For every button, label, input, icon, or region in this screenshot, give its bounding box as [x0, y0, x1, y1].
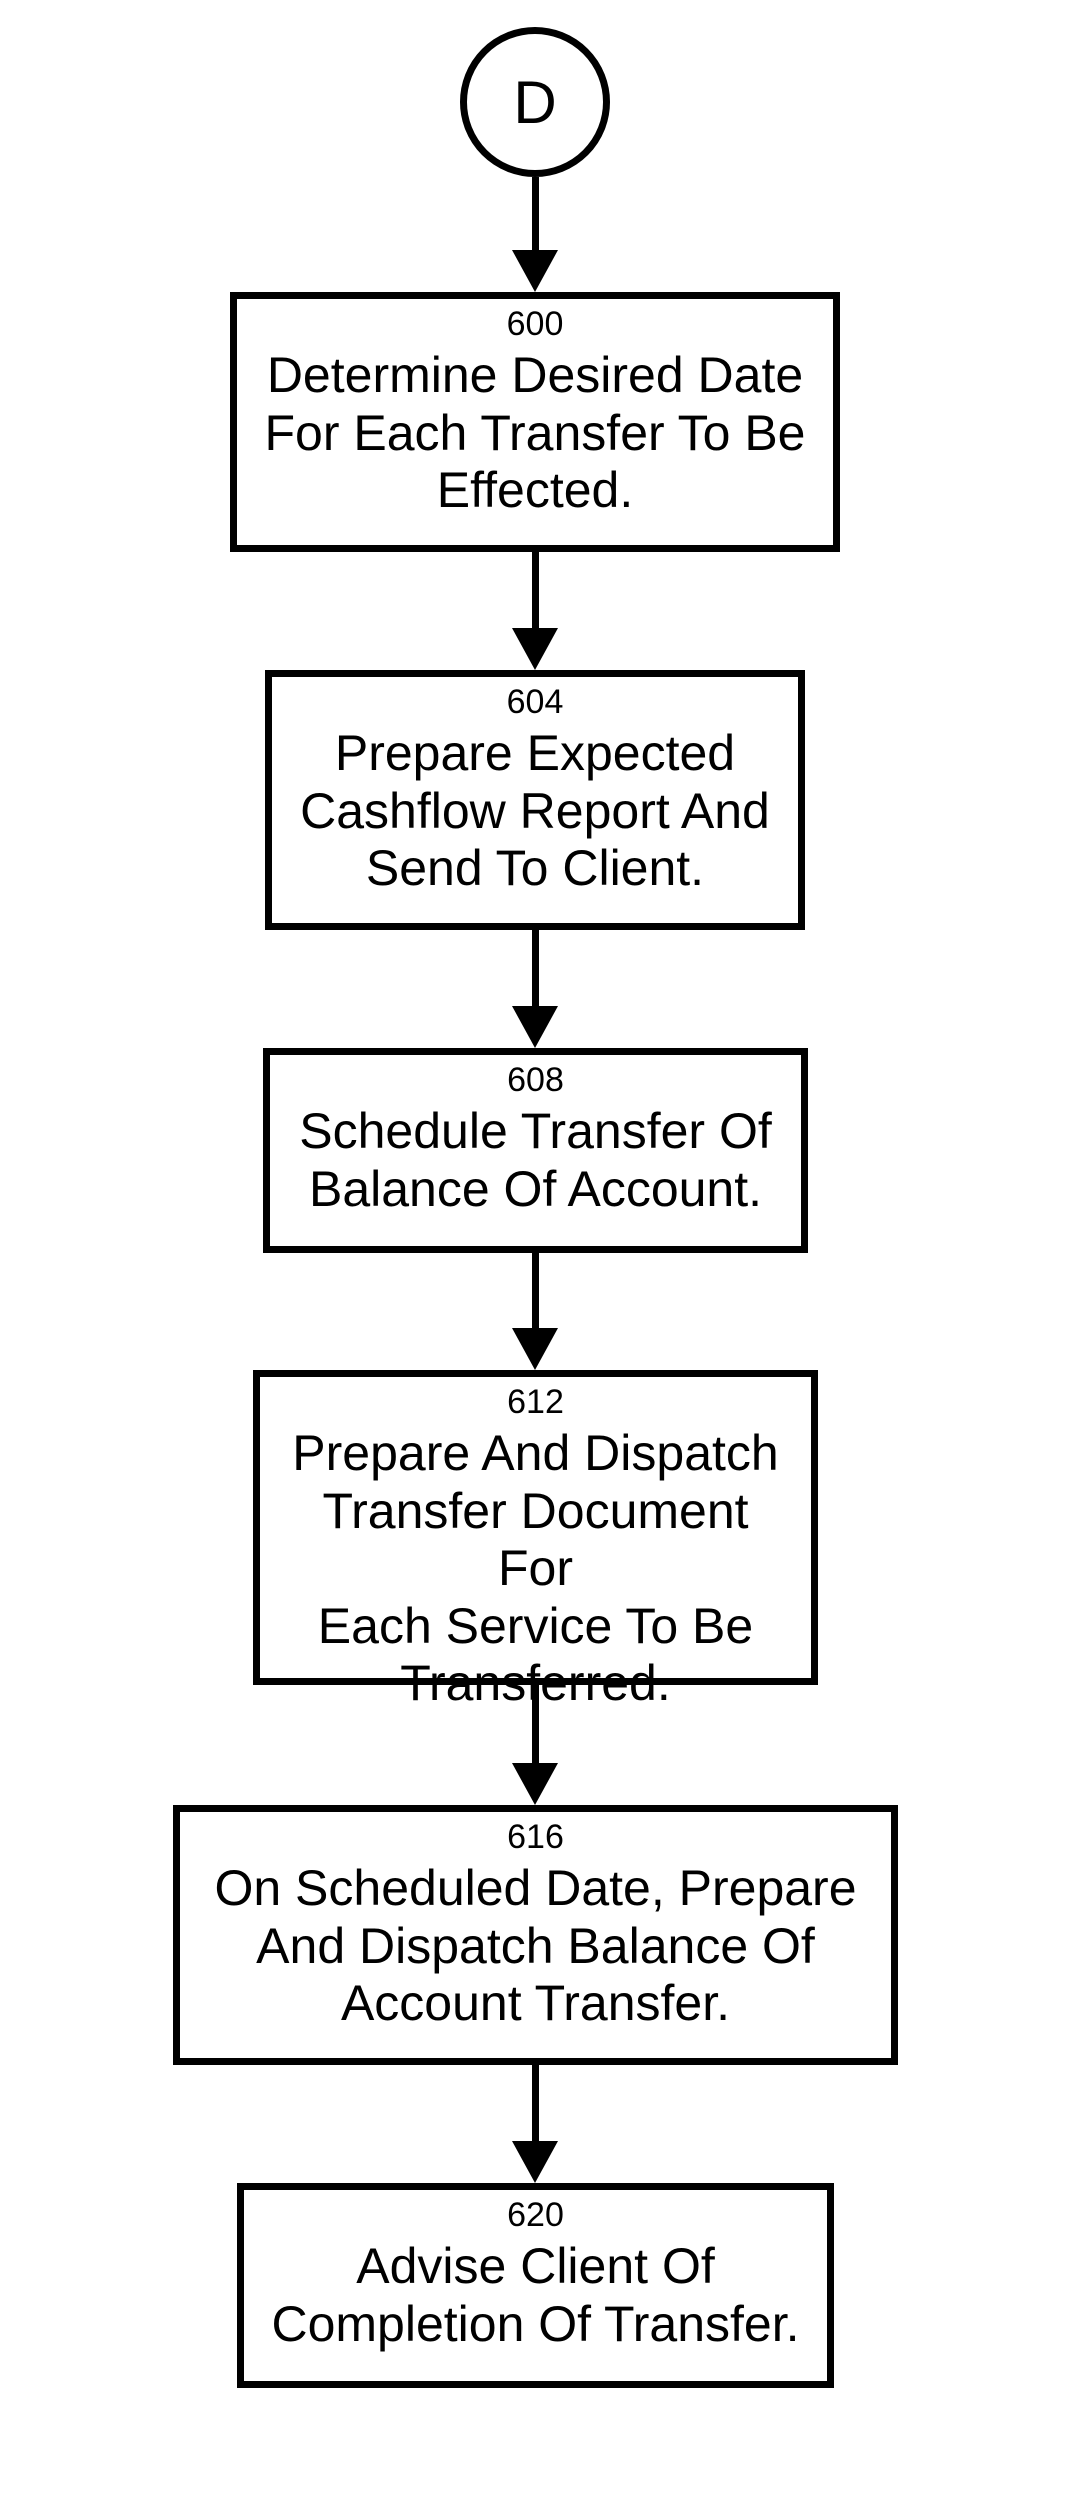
process-box-number: 600: [507, 307, 564, 341]
process-box-text: Prepare And Dispatch Transfer Document F…: [260, 1425, 811, 1713]
process-box-number: 612: [507, 1385, 564, 1419]
process-box-612: 612Prepare And Dispatch Transfer Documen…: [253, 1370, 818, 1685]
process-box-text: Advise Client Of Completion Of Transfer.: [251, 2238, 819, 2353]
process-box-620: 620 Advise Client Of Completion Of Transf…: [237, 2183, 834, 2388]
process-box-text: Determine Desired Date For Each Transfer…: [245, 347, 826, 520]
process-box-616: 616 On Scheduled Date, Prepare And Dispat…: [173, 1805, 898, 2065]
process-box-600: 600 Determine Desired Date For Each Trans…: [230, 292, 840, 552]
process-box-text: On Scheduled Date, Prepare And Dispatch …: [194, 1860, 876, 2033]
arrow-line: [532, 177, 539, 250]
arrow-line: [532, 1253, 539, 1328]
process-box-number: 604: [507, 685, 564, 719]
arrow-line: [532, 930, 539, 1006]
flowchart-canvas: D 600 Determine Desired Date For Each Tra…: [0, 0, 1071, 2516]
process-box-608: 608 Schedule Transfer Of Balance Of Accou…: [263, 1048, 808, 1253]
process-box-number: 620: [507, 2198, 564, 2232]
process-box-604: 604 Prepare Expected Cashflow Report And …: [265, 670, 805, 930]
connector-d-label: D: [513, 68, 556, 137]
process-box-text: Prepare Expected Cashflow Report And Sen…: [280, 725, 790, 898]
process-box-text: Schedule Transfer Of Balance Of Account.: [279, 1103, 791, 1218]
arrow-head-icon: [512, 2141, 558, 2183]
arrow-head-icon: [512, 1763, 558, 1805]
arrow-head-icon: [512, 1006, 558, 1048]
process-box-number: 616: [507, 1820, 564, 1854]
arrow-head-icon: [512, 628, 558, 670]
process-box-number: 608: [507, 1063, 564, 1097]
arrow-head-icon: [512, 1328, 558, 1370]
arrow-head-icon: [512, 250, 558, 292]
connector-d: D: [460, 27, 610, 177]
arrow-line: [532, 552, 539, 628]
arrow-line: [532, 2065, 539, 2141]
